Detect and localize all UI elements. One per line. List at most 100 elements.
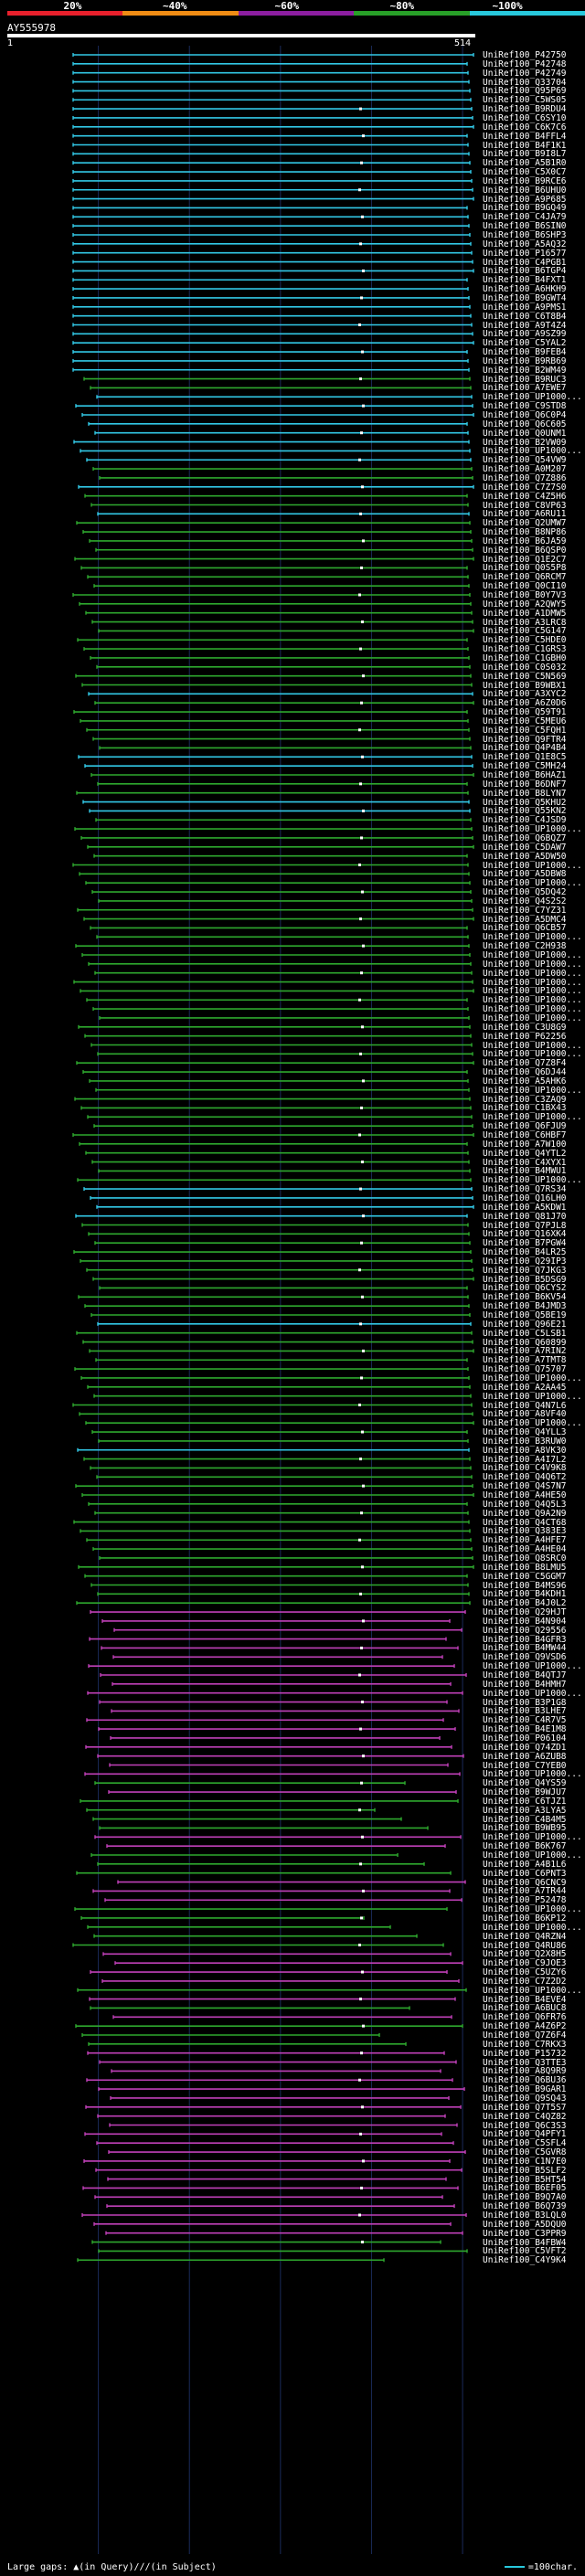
hit-label[interactable]: UniRef100_C5SFL4: [483, 2138, 567, 2149]
hit-label[interactable]: UniRef100_C4XYX1: [483, 1157, 567, 1168]
hit-label[interactable]: UniRef100_C2H938: [483, 941, 567, 952]
hit-label[interactable]: UniRef100_A4B1L6: [483, 1859, 567, 1870]
hit-label[interactable]: UniRef100_B4J0L2: [483, 1598, 567, 1609]
hit-label[interactable]: UniRef100_Q0S5P8: [483, 563, 567, 574]
hit-label[interactable]: UniRef100_Q1E2C7: [483, 554, 567, 565]
hit-label[interactable]: UniRef100_B8LMU5: [483, 1562, 567, 1573]
hit-label[interactable]: UniRef100_Q4YTL2: [483, 1148, 567, 1159]
hit-label[interactable]: UniRef100_C5HDE0: [483, 635, 567, 646]
hit-label[interactable]: UniRef100_Q9FTR4: [483, 734, 567, 745]
hit-label[interactable]: UniRef100_UP1000...: [483, 986, 582, 997]
hit-label[interactable]: UniRef100_C7RKX3: [483, 2039, 567, 2050]
hit-label[interactable]: UniRef100_B6JA59: [483, 535, 567, 546]
hit-label[interactable]: UniRef100_C8VP63: [483, 500, 567, 511]
hit-label[interactable]: UniRef100_C6SY10: [483, 112, 567, 123]
hit-label[interactable]: UniRef100_C5LSB1: [483, 1328, 567, 1339]
hit-label[interactable]: UniRef100_UP1000...: [483, 392, 582, 403]
hit-label[interactable]: UniRef100_P42748: [483, 58, 567, 69]
hit-label[interactable]: UniRef100_Q5DQ42: [483, 887, 567, 898]
hit-label[interactable]: UniRef100_B5SLF2: [483, 2165, 567, 2176]
hit-label[interactable]: UniRef100_UP1000...: [483, 1175, 582, 1186]
hit-label[interactable]: UniRef100_B5DSG9: [483, 1274, 567, 1285]
hit-label[interactable]: UniRef100_C6HBF7: [483, 1130, 567, 1140]
hit-label[interactable]: UniRef100_A6HKH9: [483, 284, 567, 295]
hit-label[interactable]: UniRef100_A3XYC2: [483, 689, 567, 700]
hit-label[interactable]: UniRef100_A2QWY5: [483, 599, 567, 610]
hit-label[interactable]: UniRef100_B4EVE4: [483, 1994, 567, 2005]
hit-label[interactable]: UniRef100_A3LYA5: [483, 1805, 567, 1816]
hit-label[interactable]: UniRef100_B9GAR1: [483, 2084, 567, 2095]
hit-label[interactable]: UniRef100_C4R7V5: [483, 1715, 567, 1726]
hit-label[interactable]: UniRef100_C9JOE3: [483, 1958, 567, 1969]
hit-label[interactable]: UniRef100_Q96E21: [483, 1319, 567, 1330]
hit-label[interactable]: UniRef100_C5VFT2: [483, 2246, 567, 2257]
hit-label[interactable]: UniRef100_Q4PFY1: [483, 2129, 567, 2140]
hit-label[interactable]: UniRef100_Q6CB57: [483, 923, 567, 934]
hit-label[interactable]: UniRef100_C5N569: [483, 671, 567, 682]
hit-label[interactable]: UniRef100_C6K7C6: [483, 122, 567, 133]
hit-label[interactable]: UniRef100_Q4RU86: [483, 1940, 567, 1951]
hit-label[interactable]: UniRef100_B6QSP0: [483, 545, 567, 556]
hit-label[interactable]: UniRef100_P62256: [483, 1031, 567, 1042]
hit-label[interactable]: UniRef100_A2AA45: [483, 1382, 567, 1393]
hit-label[interactable]: UniRef100_A5AQ32: [483, 239, 567, 249]
hit-label[interactable]: UniRef100_C0S032: [483, 662, 567, 673]
hit-label[interactable]: UniRef100_C5YAL2: [483, 338, 567, 349]
hit-label[interactable]: UniRef100_B9GQ49: [483, 203, 567, 214]
hit-label[interactable]: UniRef100_P06104: [483, 1733, 567, 1744]
hit-label[interactable]: UniRef100_B4LR25: [483, 1247, 567, 1258]
hit-label[interactable]: UniRef100_UP1000...: [483, 860, 582, 871]
hit-label[interactable]: UniRef100_B2VW09: [483, 437, 567, 448]
hit-label[interactable]: UniRef100_UP1000...: [483, 1004, 582, 1015]
hit-label[interactable]: UniRef100_P42749: [483, 68, 567, 79]
hit-label[interactable]: UniRef100_B8LYN7: [483, 788, 567, 799]
hit-label[interactable]: UniRef100_Q6DJ44: [483, 1067, 567, 1078]
hit-label[interactable]: UniRef100_Q3TTE3: [483, 2057, 567, 2068]
hit-label[interactable]: UniRef100_C4B4M5: [483, 1814, 567, 1825]
hit-label[interactable]: UniRef100_UP1000...: [483, 1688, 582, 1699]
hit-label[interactable]: UniRef100_B3P1G8: [483, 1697, 567, 1708]
hit-label[interactable]: UniRef100_C5MH24: [483, 761, 567, 772]
hit-label[interactable]: UniRef100_Q29556: [483, 1625, 567, 1636]
hit-label[interactable]: UniRef100_C4PGB1: [483, 257, 567, 268]
hit-label[interactable]: UniRef100_Q5KHU2: [483, 797, 567, 808]
hit-label[interactable]: UniRef100_Q0CI10: [483, 581, 567, 592]
hit-label[interactable]: UniRef100_UP1000...: [483, 878, 582, 889]
hit-label[interactable]: UniRef100_C5X0C7: [483, 167, 567, 178]
hit-label[interactable]: UniRef100_C1N7E0: [483, 2156, 567, 2167]
hit-label[interactable]: UniRef100_B4MS96: [483, 1580, 567, 1591]
hit-label[interactable]: UniRef100_UP1000...: [483, 932, 582, 943]
hit-label[interactable]: UniRef100_UP1000...: [483, 1112, 582, 1123]
hit-label[interactable]: UniRef100_Q7Z886: [483, 472, 567, 483]
hit-label[interactable]: UniRef100_Q4RZN4: [483, 1931, 567, 1942]
hit-label[interactable]: UniRef100_UP1000...: [483, 995, 582, 1006]
hit-label[interactable]: UniRef100_A8Q9R9: [483, 2066, 567, 2077]
hit-label[interactable]: UniRef100_B5HT54: [483, 2174, 567, 2185]
hit-label[interactable]: UniRef100_B9RB69: [483, 355, 567, 366]
hit-label[interactable]: UniRef100_Q383E3: [483, 1526, 567, 1537]
hit-label[interactable]: UniRef100_B4FFL4: [483, 131, 567, 142]
hit-label[interactable]: UniRef100_B9RCE6: [483, 175, 567, 186]
hit-label[interactable]: UniRef100_UP1000...: [483, 1040, 582, 1051]
hit-label[interactable]: UniRef100_A5DMC4: [483, 914, 567, 925]
hit-label[interactable]: UniRef100_UP1000...: [483, 1832, 582, 1843]
hit-label[interactable]: UniRef100_UP1000...: [483, 1661, 582, 1672]
hit-label[interactable]: UniRef100_A7TMT8: [483, 1355, 567, 1366]
hit-label[interactable]: UniRef100_B9WJU7: [483, 1787, 567, 1798]
hit-label[interactable]: UniRef100_B2WM49: [483, 365, 567, 376]
hit-label[interactable]: UniRef100_C5UZY6: [483, 1967, 567, 1978]
hit-label[interactable]: UniRef100_B6UHU0: [483, 185, 567, 196]
hit-label[interactable]: UniRef100_Q7RS34: [483, 1184, 567, 1195]
hit-label[interactable]: UniRef100_Q5BE19: [483, 1310, 567, 1320]
hit-label[interactable]: UniRef100_B6TGP4: [483, 266, 567, 277]
hit-label[interactable]: UniRef100_Q4Q6T2: [483, 1472, 567, 1483]
hit-label[interactable]: UniRef100_C1BX43: [483, 1103, 567, 1114]
hit-label[interactable]: UniRef100_A9SZ99: [483, 329, 567, 340]
hit-label[interactable]: UniRef100_Q7T5S7: [483, 2102, 567, 2113]
hit-label[interactable]: UniRef100_A7EWE7: [483, 383, 567, 394]
hit-label[interactable]: UniRef100_C6T8B4: [483, 311, 567, 322]
hit-label[interactable]: UniRef100_Q60899: [483, 1337, 567, 1348]
hit-label[interactable]: UniRef100_UP1000...: [483, 977, 582, 988]
hit-label[interactable]: UniRef100_UP1000...: [483, 959, 582, 970]
hit-label[interactable]: UniRef100_C6TJZ1: [483, 1796, 567, 1807]
